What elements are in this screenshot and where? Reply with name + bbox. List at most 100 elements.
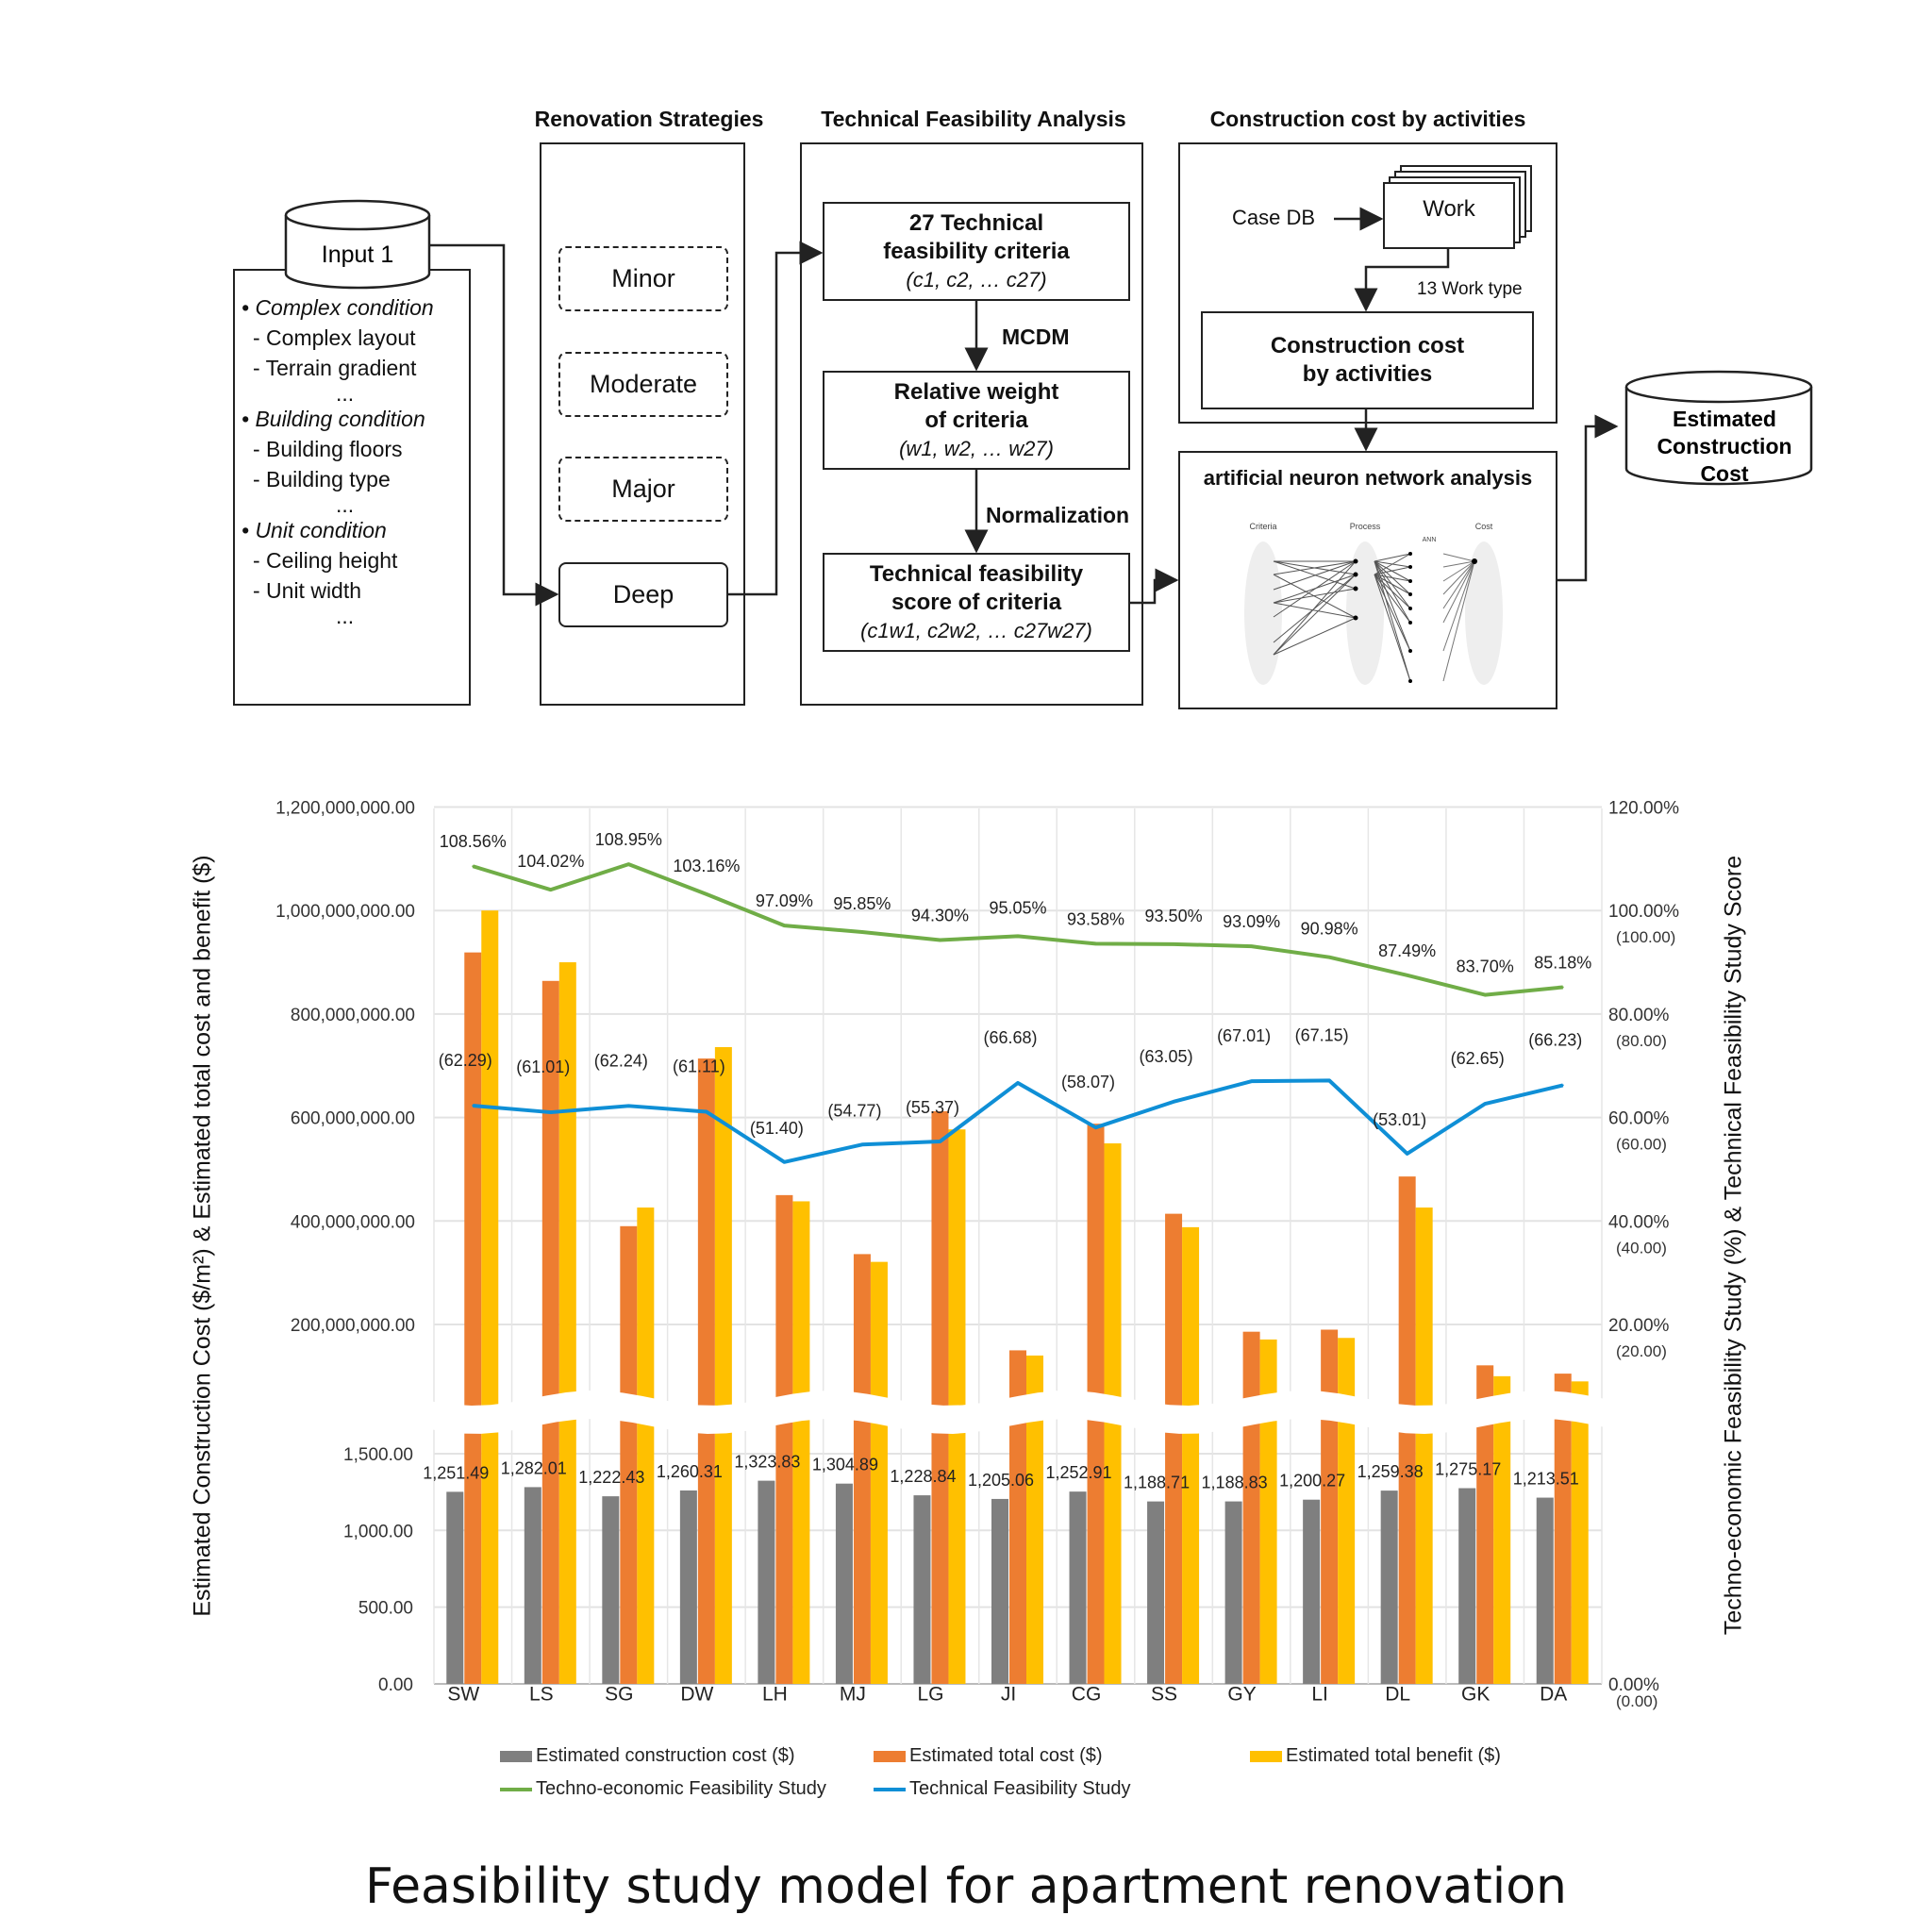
- output-cylinder: Estimated Construction Cost: [1624, 370, 1813, 486]
- data-label-construction-cost: 1,205.06: [968, 1471, 1034, 1490]
- bar-construction-cost: [446, 1491, 464, 1684]
- bar-total-cost: [775, 1194, 793, 1684]
- data-label-techno-economic: 85.18%: [1534, 953, 1591, 972]
- legend-technical: Technical Feasibility Study: [874, 1778, 1131, 1800]
- data-label-techno-economic: 94.30%: [911, 906, 969, 924]
- output-line3: Cost: [1700, 461, 1748, 486]
- point-technical: [1484, 1103, 1487, 1106]
- y-left-tick: 600,000,000.00: [291, 1109, 415, 1129]
- score-line2: score of criteria: [891, 589, 1062, 615]
- data-label-technical: (62.29): [439, 1051, 492, 1070]
- point-technical: [860, 1143, 863, 1146]
- data-label-technical: (67.01): [1217, 1026, 1271, 1045]
- ann-title: artificial neuron network analysis: [1203, 466, 1533, 490]
- cost-activities-box: Construction cost by activities: [1201, 311, 1534, 409]
- bar-total-benefit: [1571, 1381, 1589, 1684]
- ann-node: [1408, 679, 1412, 683]
- point-technical: [627, 1105, 630, 1108]
- y-left-tick: 1,000,000,000.00: [275, 902, 415, 922]
- data-label-technical: (55.37): [906, 1098, 959, 1117]
- y-right-tick-secondary: (60.00): [1616, 1136, 1667, 1154]
- ann-edge: [1273, 560, 1357, 656]
- y-left-tick: 0.00: [378, 1675, 413, 1695]
- y-right-tick: 40.00%: [1608, 1212, 1670, 1232]
- figure-caption: Feasibility study model for apartment re…: [365, 1858, 1567, 1915]
- bar-total-benefit: [1259, 1339, 1277, 1684]
- point-technical: [1561, 1084, 1564, 1087]
- point-techno-economic: [1094, 942, 1097, 945]
- work-type-label: 13 Work type: [1417, 279, 1523, 299]
- arrow-ann-to-output: [1557, 414, 1619, 582]
- data-label-technical: (53.01): [1373, 1110, 1426, 1129]
- bar-total-cost: [1321, 1329, 1339, 1684]
- x-tick-label: DL: [1385, 1683, 1410, 1705]
- y-left-tick: 200,000,000.00: [291, 1316, 415, 1336]
- bar-total-benefit: [1415, 1208, 1433, 1684]
- bar-construction-cost: [679, 1490, 697, 1684]
- criteria-line1: 27 Technical: [908, 209, 1044, 236]
- cost-activities-line1: Construction cost: [1270, 333, 1465, 358]
- score-sub: (c1w1, c2w2, … c27w27): [860, 618, 1092, 642]
- legend-techno-economic: Techno-economic Feasibility Study: [500, 1778, 826, 1800]
- ann-edge: [1442, 560, 1475, 624]
- point-technical: [1094, 1126, 1097, 1129]
- y-right-tick-secondary: (80.00): [1616, 1032, 1667, 1050]
- bar-total-cost: [1165, 1213, 1183, 1684]
- arrow-deep-to-criteria: [728, 241, 824, 596]
- ann-edge: [1273, 560, 1357, 618]
- strategy-deep: Deep: [558, 562, 728, 627]
- ann-node: [1408, 621, 1412, 625]
- svg-text:ANN: ANN: [1423, 537, 1437, 543]
- point-techno-economic: [1406, 974, 1408, 976]
- input-list-item: • Complex condition: [242, 295, 434, 320]
- point-techno-economic: [1017, 935, 1019, 938]
- line-techno-economic: [472, 862, 1563, 997]
- ann-edge: [1442, 560, 1475, 682]
- ann-node: [1353, 615, 1358, 621]
- data-label-techno-economic: 104.02%: [517, 852, 584, 871]
- bar-total-benefit: [870, 1261, 888, 1684]
- ann-node: [1353, 558, 1358, 564]
- data-label-construction-cost: 1,213.51: [1513, 1470, 1579, 1489]
- y-left-tick: 1,000.00: [343, 1522, 413, 1541]
- strategy-moderate: Moderate: [558, 352, 728, 417]
- y-right-tick-secondary: (0.00): [1616, 1692, 1657, 1710]
- arrow-input-to-deep: [429, 243, 559, 607]
- input-list-item: - Building floors: [253, 437, 403, 461]
- input-title: Input 1: [322, 242, 393, 268]
- bar-total-cost: [541, 980, 559, 1684]
- ann-node: [1408, 607, 1412, 610]
- data-label-construction-cost: 1,228.84: [890, 1467, 956, 1486]
- cost-activities-line2: by activities: [1302, 361, 1433, 387]
- ann-node: [1408, 649, 1412, 653]
- point-technical: [939, 1140, 941, 1142]
- y-right-tick: 120.00%: [1608, 799, 1679, 819]
- ann-node: [1408, 579, 1412, 583]
- bar-total-cost: [1554, 1374, 1572, 1684]
- data-label-construction-cost: 1,323.83: [734, 1453, 800, 1472]
- data-label-techno-economic: 93.09%: [1223, 912, 1280, 931]
- ann-edge: [1374, 560, 1411, 682]
- y-right-tick: 0.00%: [1608, 1675, 1659, 1695]
- ann-node: [1353, 586, 1358, 591]
- svg-text:Process: Process: [1350, 522, 1381, 531]
- weight-sub: (w1, w2, … w27): [899, 436, 1054, 460]
- input-list-item: ...: [336, 604, 355, 628]
- data-label-technical: (67.15): [1295, 1025, 1349, 1044]
- bar-total-cost: [853, 1254, 871, 1684]
- weight-box: Relative weight of criteria (w1, w2, … w…: [823, 371, 1130, 470]
- data-label-techno-economic: 108.56%: [440, 832, 507, 851]
- point-techno-economic: [860, 930, 863, 933]
- bar-total-cost: [1009, 1350, 1026, 1684]
- bar-construction-cost: [1069, 1491, 1087, 1684]
- ann-edge: [1442, 553, 1475, 562]
- data-label-construction-cost: 1,200.27: [1279, 1472, 1345, 1491]
- data-label-technical: (51.40): [750, 1119, 804, 1138]
- bar-construction-cost: [1536, 1497, 1554, 1684]
- input-box: [233, 269, 471, 706]
- x-tick-label: SG: [605, 1683, 633, 1705]
- ann-edge: [1273, 617, 1357, 656]
- data-label-technical: (66.23): [1528, 1030, 1582, 1049]
- x-tick-label: LS: [529, 1683, 554, 1705]
- x-tick-label: SS: [1151, 1683, 1177, 1705]
